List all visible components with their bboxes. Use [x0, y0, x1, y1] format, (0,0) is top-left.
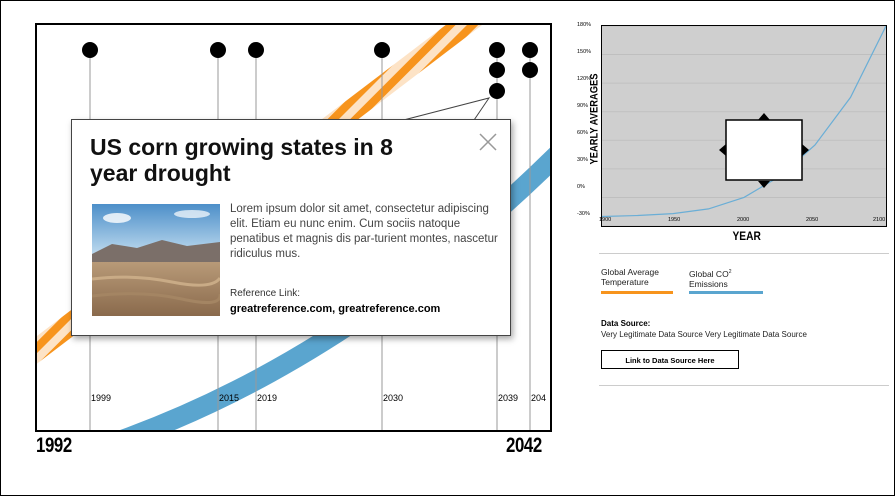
x-tick-label: 1950 [668, 217, 681, 223]
yearly-averages-chart: YEARLY AVERAGES 180% 150% 120% 90% 60% 3… [563, 17, 893, 247]
x-tick-label: 2050 [806, 217, 819, 223]
series-line-emissions [601, 25, 887, 218]
chart-x-axis-label: YEAR [732, 229, 761, 243]
y-tick-label: 30% [577, 157, 589, 163]
event-popup: US corn growing states in 8 year drought [71, 119, 511, 336]
timeline-end-year: 2042 [506, 434, 542, 457]
marker-year-204x: 204 [531, 393, 547, 403]
event-dot[interactable] [522, 62, 538, 78]
y-tick-label: 180% [577, 22, 592, 28]
y-tick-label: 90% [577, 103, 589, 109]
drag-handle-up-icon[interactable] [758, 113, 770, 120]
x-tick-label: 2000 [737, 217, 750, 223]
event-dot[interactable] [489, 42, 505, 58]
reference-separator: , [332, 303, 339, 315]
event-dot[interactable] [248, 42, 264, 58]
legend-emissions-label: Global CO2 Emissions [689, 267, 769, 289]
divider [599, 253, 889, 254]
chart-y-axis-label: YEARLY AVERAGES [588, 73, 601, 165]
event-dot[interactable] [374, 42, 390, 58]
reference-link[interactable]: greatreference.com [338, 303, 441, 315]
data-source-link-button[interactable]: Link to Data Source Here [601, 350, 739, 369]
legend-emissions-swatch [689, 291, 763, 294]
reference-links: greatreference.com, greatreference.com [230, 303, 440, 315]
popup-title: US corn growing states in 8 year drought [90, 134, 393, 186]
marker-year-2030: 2030 [383, 393, 404, 403]
drag-handle-left-icon[interactable] [719, 144, 726, 156]
marker-year-2015: 2015 [219, 393, 240, 403]
y-tick-label: 0% [577, 184, 585, 190]
legend-emissions-text: Global CO [689, 268, 729, 279]
marker-year-2039: 2039 [498, 393, 519, 403]
x-tick-label: 1900 [599, 217, 612, 223]
chart-svg [601, 25, 887, 227]
chart-plot-area [601, 25, 887, 227]
marker-year-1999: 1999 [91, 393, 112, 403]
drought-photo [92, 204, 220, 316]
drag-handle-down-icon[interactable] [758, 181, 770, 188]
timeline-start-year: 1992 [36, 434, 72, 457]
event-dot-selected[interactable] [489, 83, 505, 99]
close-icon[interactable] [476, 130, 500, 154]
legend-emissions-subscript: 2 [728, 269, 732, 275]
data-source-label: Data Source: [601, 319, 651, 328]
event-dot[interactable] [210, 42, 226, 58]
event-dot[interactable] [82, 42, 98, 58]
reference-label: Reference Link: [230, 288, 301, 299]
legend-temperature-swatch [601, 291, 673, 294]
y-tick-label: 60% [577, 130, 589, 136]
divider [599, 385, 889, 386]
event-dot[interactable] [489, 62, 505, 78]
range-selector-box[interactable] [725, 119, 803, 181]
legend-temperature-label: Global Average Temperature [601, 267, 659, 287]
y-tick-label: -30% [577, 211, 590, 217]
data-source-text: Very Legitimate Data Source Very Legitim… [601, 330, 807, 339]
y-tick-label: 120% [577, 76, 592, 82]
popup-body-text: Lorem ipsum dolor sit amet, consectetur … [230, 203, 498, 260]
legend-emissions-text-2: Emissions [689, 278, 728, 289]
event-dot[interactable] [522, 42, 538, 58]
x-tick-label: 2100 [873, 217, 886, 223]
marker-year-2019: 2019 [257, 393, 278, 403]
reference-link[interactable]: greatreference.com [230, 303, 333, 315]
y-tick-label: 150% [577, 49, 592, 55]
drag-handle-right-icon[interactable] [802, 144, 809, 156]
